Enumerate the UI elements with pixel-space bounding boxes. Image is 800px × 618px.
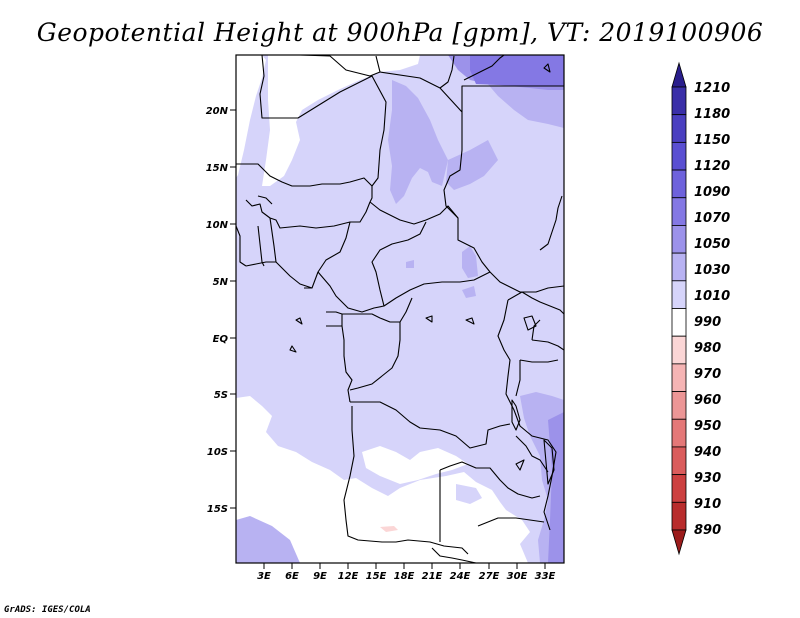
colorbar-segment-1210 [671,61,687,88]
colorbar-segment-930 [671,474,687,503]
colorbar-label-970: 970 [694,367,721,382]
colorbar-label-1070: 1070 [694,211,730,226]
latitude-axis: 20N 15N 10N 5N EQ 5S 10S 15S [206,106,236,515]
field-mid-spot-c [462,286,476,298]
longitude-axis: 3E 6E 9E 12E 15E 18E 21E 24E 27E 30E 33E [257,563,556,582]
colorbar-label-1010: 1010 [694,289,730,304]
colorbar-label-990: 990 [694,315,721,330]
colorbar-segment-970 [671,363,687,392]
lon-label-18e: 18E [394,571,415,582]
lat-label-15n: 15N [206,163,229,174]
lon-label-15e: 15E [366,571,387,582]
colorbar-label-1150: 1150 [694,133,730,148]
lat-label-5n: 5N [213,277,229,288]
field-mid-spot-a [462,246,478,278]
colorbar-label-940: 940 [694,445,721,460]
colorbar-label-950: 950 [694,419,721,434]
lat-label-10n: 10N [206,220,229,231]
colorbar-segment-980 [671,335,687,365]
field-lowest-spot [380,526,398,532]
colorbar-label-1030: 1030 [694,263,730,278]
colorbar-segment-1090 [671,169,687,199]
lon-label-3e: 3E [257,571,271,582]
colorbar-label-1050: 1050 [694,237,730,252]
colorbar-segment-890 [671,529,687,556]
field-low-region-south [236,396,530,563]
lake-outlines [289,63,555,485]
field-mid-region-sudan [388,80,448,204]
field-mid-region-sw [236,516,300,563]
lat-label-eq: EQ [213,334,229,345]
colorbar-label-910: 910 [694,497,721,512]
colorbar-segment-1120 [671,141,687,171]
field-low-region-north [262,55,420,186]
lon-label-12e: 12E [338,571,359,582]
field-highest-region [470,55,564,86]
colorbar: 1210 1180 1150 1120 1090 1070 1050 1030 1010 990 9… [671,61,730,556]
colorbar-label-930: 930 [694,471,721,486]
colorbar-segment-960 [671,391,687,420]
colorbar-label-1120: 1120 [694,159,730,174]
colorbar-segment-1010 [671,280,687,309]
lon-label-21e: 21E [422,571,443,582]
lon-label-9e: 9E [313,571,327,582]
field-mid-spot-b [406,260,414,268]
lat-label-10s: 10S [207,447,228,458]
colorbar-segment-1150 [671,114,687,143]
colorbar-label-890: 890 [694,523,721,538]
lat-label-15s: 15S [207,504,228,515]
map-area [236,55,564,563]
lon-label-27e: 27E [479,571,500,582]
colorbar-segment-1030 [671,252,687,282]
map-frame [235,54,565,564]
lon-label-30e: 30E [507,571,528,582]
lon-label-33e: 33E [535,571,556,582]
country-borders [236,55,564,563]
colorbar-label-960: 960 [694,393,721,408]
lon-label-6e: 6E [285,571,299,582]
field-low-region-center [362,446,468,484]
field-mid-region-sahel [446,140,498,190]
colorbar-segment-940 [671,446,687,476]
lat-label-20n: 20N [206,106,229,117]
colorbar-segment-1070 [671,197,687,226]
colorbar-label-980: 980 [694,341,721,356]
colorbar-segment-950 [671,418,687,448]
colorbar-segment-1180 [671,86,687,116]
colorbar-segment-910 [671,501,687,531]
colorbar-segment-990 [671,308,687,337]
field-low-region [236,55,266,178]
map-title: Geopotential Height at 900hPa [gpm], VT:… [37,18,764,47]
grads-credit: GrADS: IGES/COLA [4,605,91,615]
colorbar-label-1090: 1090 [694,185,730,200]
field-base-patch [456,484,482,504]
colorbar-label-1180: 1180 [694,107,730,122]
colorbar-label-1210: 1210 [694,81,730,96]
lon-label-24e: 24E [450,571,471,582]
colorbar-segment-1050 [671,225,687,254]
lat-label-5s: 5S [214,390,228,401]
